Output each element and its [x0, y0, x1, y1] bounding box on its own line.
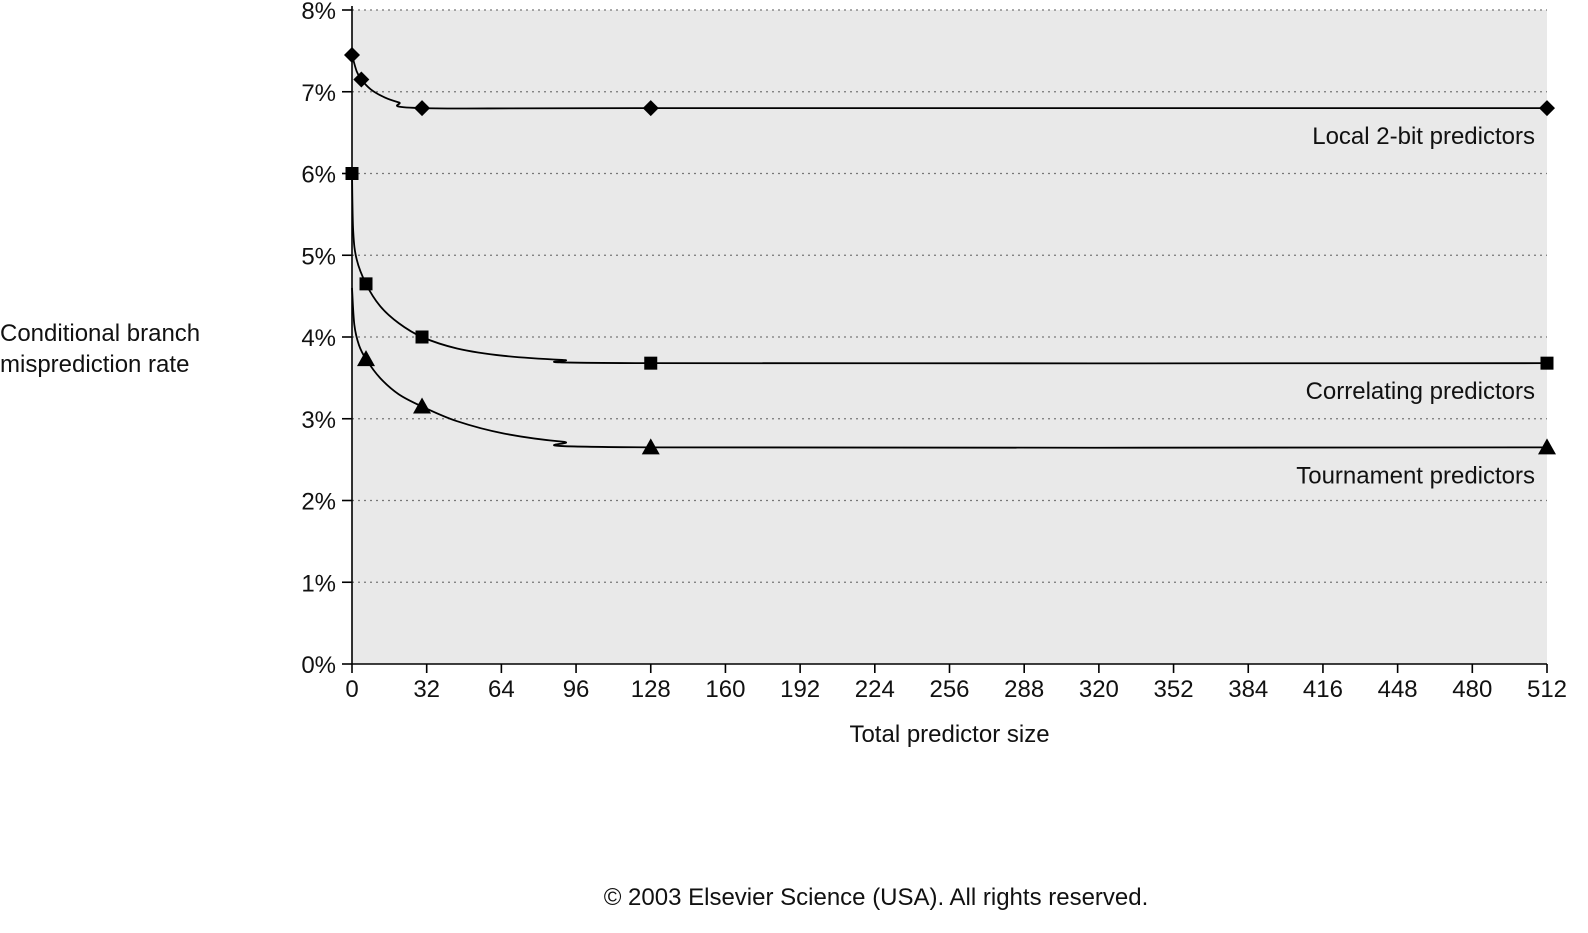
series-labels: Local 2-bit predictors Correlating predic… — [1296, 123, 1535, 489]
series-square — [345, 167, 1554, 370]
y-axis-label-line-2: misprediction rate — [0, 351, 190, 378]
series-triangle — [351, 287, 1556, 455]
data-point-diamond — [1539, 100, 1555, 117]
data-point-diamond — [344, 46, 360, 63]
data-point-square — [1540, 356, 1554, 370]
series-label: Local 2-bit predictors — [1312, 123, 1535, 150]
y-tick-label: 0% — [301, 652, 336, 679]
data-point-diamond — [353, 71, 370, 88]
y-tick-label: 2% — [301, 489, 336, 516]
y-tick-label: 8% — [301, 0, 336, 25]
y-tick-label: 4% — [301, 325, 336, 352]
data-point-square — [359, 277, 373, 291]
x-axis-label: Total predictor size — [849, 721, 1049, 748]
y-axis-label-line-1: Conditional branch — [0, 320, 201, 347]
x-tick-label: 448 — [1378, 676, 1418, 703]
y-tick-label: 3% — [301, 407, 336, 434]
data-point-square — [644, 356, 658, 370]
x-tick-label: 0 — [345, 676, 358, 703]
y-tick-label: 5% — [301, 243, 336, 270]
x-tick-label: 32 — [413, 676, 440, 703]
data-point-diamond — [414, 100, 431, 117]
series-line — [351, 287, 1548, 449]
series-diamond — [344, 46, 1555, 117]
series-line — [351, 173, 1548, 365]
data-point-square — [345, 167, 359, 180]
y-tick-label: 1% — [301, 570, 336, 597]
x-tick-label: 416 — [1303, 676, 1343, 703]
data-point-triangle — [641, 438, 660, 455]
copyright-notice: © 2003 Elsevier Science (USA). All right… — [603, 884, 1149, 911]
x-tick-label: 96 — [563, 676, 590, 703]
x-tick-label: 256 — [929, 676, 969, 703]
x-tick-label: 128 — [631, 676, 671, 703]
x-tick-label: 288 — [1004, 676, 1044, 703]
data-point-triangle — [413, 397, 432, 414]
data-point-diamond — [642, 100, 659, 117]
data-point-square — [415, 330, 429, 344]
x-tick-label: 160 — [705, 676, 745, 703]
data-point-triangle — [1538, 438, 1556, 455]
x-tick-label: 512 — [1527, 676, 1567, 703]
series — [344, 46, 1556, 455]
tick-labels: 0% 1% 2% 3% 4% 5% 6% 7% 8% 0 32 64 96 128 160 192 224 256… — [301, 0, 1567, 703]
series-label: Correlating predictors — [1306, 378, 1535, 405]
x-tick-label: 480 — [1452, 676, 1492, 703]
y-tick-label: 6% — [301, 162, 336, 189]
x-tick-label: 320 — [1079, 676, 1119, 703]
series-label: Tournament predictors — [1296, 462, 1535, 489]
axes — [342, 6, 1548, 673]
x-tick-label: 192 — [780, 676, 820, 703]
x-tick-label: 352 — [1154, 676, 1194, 703]
x-tick-label: 384 — [1228, 676, 1268, 703]
grid — [352, 9, 1547, 583]
data-point-triangle — [357, 350, 376, 367]
x-tick-label: 224 — [855, 676, 895, 703]
y-tick-label: 7% — [301, 80, 336, 107]
x-tick-label: 64 — [488, 676, 515, 703]
